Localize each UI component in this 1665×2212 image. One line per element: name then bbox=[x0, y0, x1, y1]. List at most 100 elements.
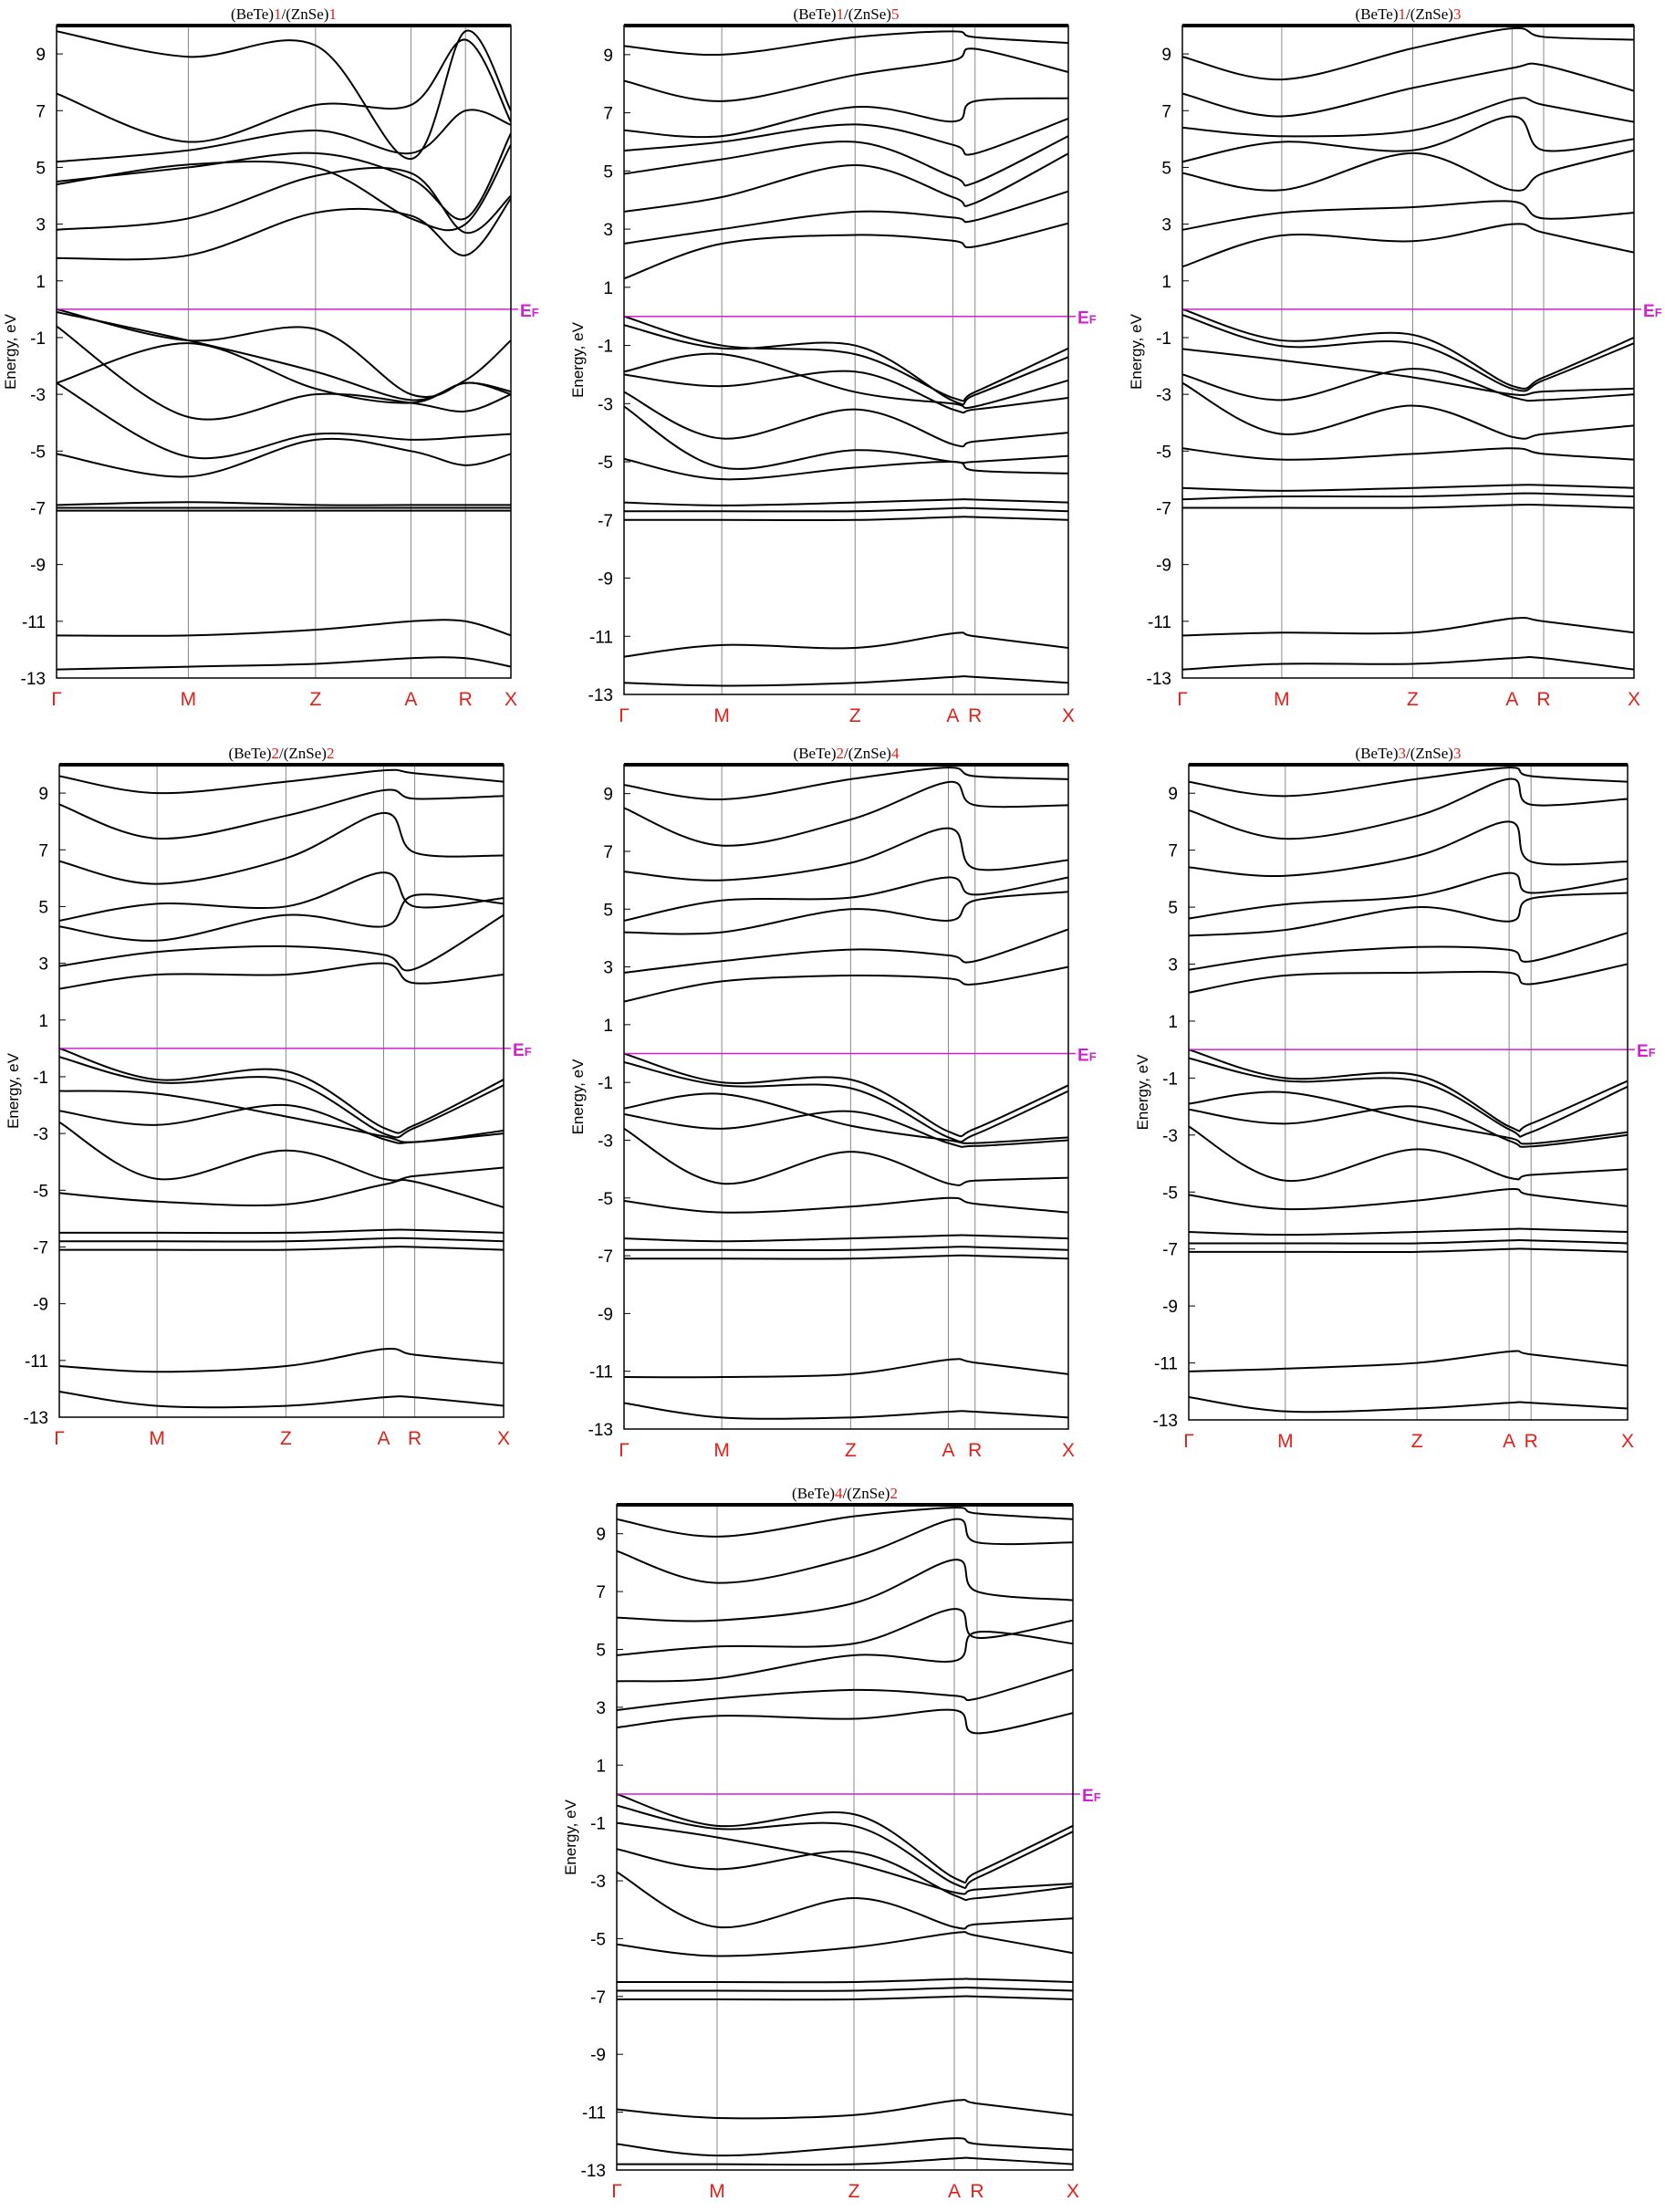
band-line-19 bbox=[617, 1507, 1073, 1538]
band-line-16 bbox=[59, 811, 504, 885]
y-tick-label: -3 bbox=[1162, 1127, 1178, 1146]
y-tick-label: -1 bbox=[33, 1069, 48, 1088]
band-line-1 bbox=[59, 1047, 504, 1134]
kpoint-label: R bbox=[968, 705, 982, 726]
y-tick-label: 9 bbox=[1168, 785, 1178, 804]
kpoint-label: R bbox=[1536, 689, 1550, 710]
title-part: 3 bbox=[1399, 745, 1407, 762]
y-tick-label: -3 bbox=[598, 1132, 613, 1151]
kpoint-label: X bbox=[1067, 2181, 1079, 2202]
y-axis-label: Energy, eV bbox=[569, 1059, 587, 1135]
band-line-17 bbox=[1182, 62, 1634, 118]
title-part: 1 bbox=[274, 5, 282, 23]
band-line-3 bbox=[624, 1092, 1068, 1144]
title-part: (BeTe) bbox=[1356, 745, 1399, 762]
panel-title: (BeTe)2/(ZnSe)2 bbox=[229, 745, 335, 762]
band-line-18 bbox=[617, 1518, 1073, 1584]
y-tick-label: 3 bbox=[1161, 216, 1171, 235]
band-line-11 bbox=[59, 1391, 504, 1409]
band-line-8 bbox=[1182, 492, 1634, 501]
y-tick-label: -3 bbox=[33, 1125, 48, 1144]
band-line-14 bbox=[617, 1668, 1073, 1712]
title-part: (BeTe) bbox=[792, 1485, 835, 1502]
bands bbox=[57, 29, 511, 671]
band-panel-6: (BeTe)3/(ZnSe)3EF97531-1-3-5-7-9-11-13En… bbox=[1134, 745, 1656, 1452]
y-tick-label: 5 bbox=[596, 1641, 606, 1660]
band-line-7 bbox=[624, 457, 1068, 481]
y-tick-label: 1 bbox=[603, 1017, 613, 1036]
panel-title: (BeTe)3/(ZnSe)3 bbox=[1356, 745, 1462, 762]
title-part: (BeTe) bbox=[794, 745, 837, 762]
y-axis-label: Energy, eV bbox=[1128, 313, 1145, 390]
band-line-15 bbox=[1189, 871, 1628, 920]
title-part: (BeTe) bbox=[794, 5, 837, 23]
y-tick-label: 1 bbox=[603, 279, 613, 298]
plot-frame bbox=[623, 25, 1069, 695]
band-line-6 bbox=[1182, 447, 1634, 461]
band-line-3 bbox=[59, 1090, 504, 1143]
band-line-8 bbox=[1189, 1238, 1628, 1245]
y-tick-label: 7 bbox=[38, 841, 48, 861]
band-line-7 bbox=[59, 1228, 504, 1235]
y-tick-label: -9 bbox=[1162, 1298, 1178, 1317]
kpoint-label: Z bbox=[848, 2181, 860, 2202]
band-line-5 bbox=[617, 1871, 1073, 1930]
y-tick-label: -9 bbox=[33, 1296, 48, 1315]
title-part: 1 bbox=[1399, 5, 1407, 23]
y-tick-label: -11 bbox=[25, 1352, 48, 1372]
ef-E: E bbox=[1077, 309, 1089, 329]
title-part: 1 bbox=[328, 5, 337, 23]
band-line-15 bbox=[57, 132, 511, 221]
band-line-10 bbox=[624, 516, 1068, 522]
y-tick-label: -7 bbox=[30, 499, 46, 518]
band-line-1 bbox=[57, 308, 511, 399]
band-line-8 bbox=[624, 498, 1068, 506]
y-tick-label: -13 bbox=[21, 670, 46, 689]
y-tick-label: -1 bbox=[598, 1074, 613, 1093]
band-line-11 bbox=[624, 1402, 1068, 1420]
y-tick-label: 7 bbox=[1168, 842, 1178, 861]
kpoint-label: M bbox=[713, 1440, 730, 1461]
band-line-16 bbox=[624, 135, 1068, 187]
y-tick-label: 9 bbox=[603, 786, 613, 805]
band-line-10 bbox=[59, 1347, 504, 1373]
band-line-19 bbox=[624, 47, 1068, 102]
kpoint-label: Γ bbox=[611, 2181, 622, 2202]
y-tick-label: -1 bbox=[1156, 329, 1171, 349]
y-tick-label: -5 bbox=[598, 454, 613, 473]
panel-title: (BeTe)1/(ZnSe)5 bbox=[794, 5, 900, 23]
ef-E: E bbox=[1082, 1787, 1094, 1806]
bands bbox=[59, 768, 504, 1409]
y-tick-label: -13 bbox=[1153, 1412, 1178, 1431]
band-line-4 bbox=[57, 325, 511, 421]
band-line-18 bbox=[624, 767, 1068, 800]
band-line-8 bbox=[59, 1236, 504, 1243]
band-line-9 bbox=[59, 1246, 504, 1251]
kpoint-label: X bbox=[1621, 1431, 1634, 1452]
title-part: /(ZnSe) bbox=[279, 745, 327, 762]
kpoint-label: X bbox=[1628, 689, 1640, 710]
fermi-level-label: EF bbox=[1637, 1042, 1656, 1061]
title-part: 2 bbox=[327, 745, 335, 762]
band-line-14 bbox=[57, 144, 511, 232]
y-tick-label: -1 bbox=[1162, 1069, 1178, 1089]
band-line-13 bbox=[624, 928, 1068, 974]
band-line-14 bbox=[624, 891, 1068, 935]
band-line-11 bbox=[617, 2137, 1073, 2157]
title-part: 4 bbox=[891, 745, 900, 762]
y-tick-label: -5 bbox=[33, 1182, 48, 1201]
y-axis-label: Energy, eV bbox=[5, 1052, 22, 1129]
kpoint-label: Γ bbox=[54, 1428, 65, 1449]
band-line-13 bbox=[1182, 200, 1634, 231]
title-part: 4 bbox=[835, 1485, 843, 1502]
kpoint-label: R bbox=[408, 1428, 421, 1449]
y-tick-label: -3 bbox=[1156, 386, 1171, 405]
y-tick-label: -5 bbox=[30, 443, 46, 462]
y-tick-label: -9 bbox=[590, 2046, 606, 2065]
band-line-4 bbox=[1189, 1105, 1628, 1148]
band-line-11 bbox=[1189, 1396, 1628, 1414]
ef-E: E bbox=[520, 302, 532, 321]
y-tick-label: 5 bbox=[38, 898, 48, 917]
kpoint-label: M bbox=[181, 689, 197, 710]
bands bbox=[1182, 26, 1634, 671]
